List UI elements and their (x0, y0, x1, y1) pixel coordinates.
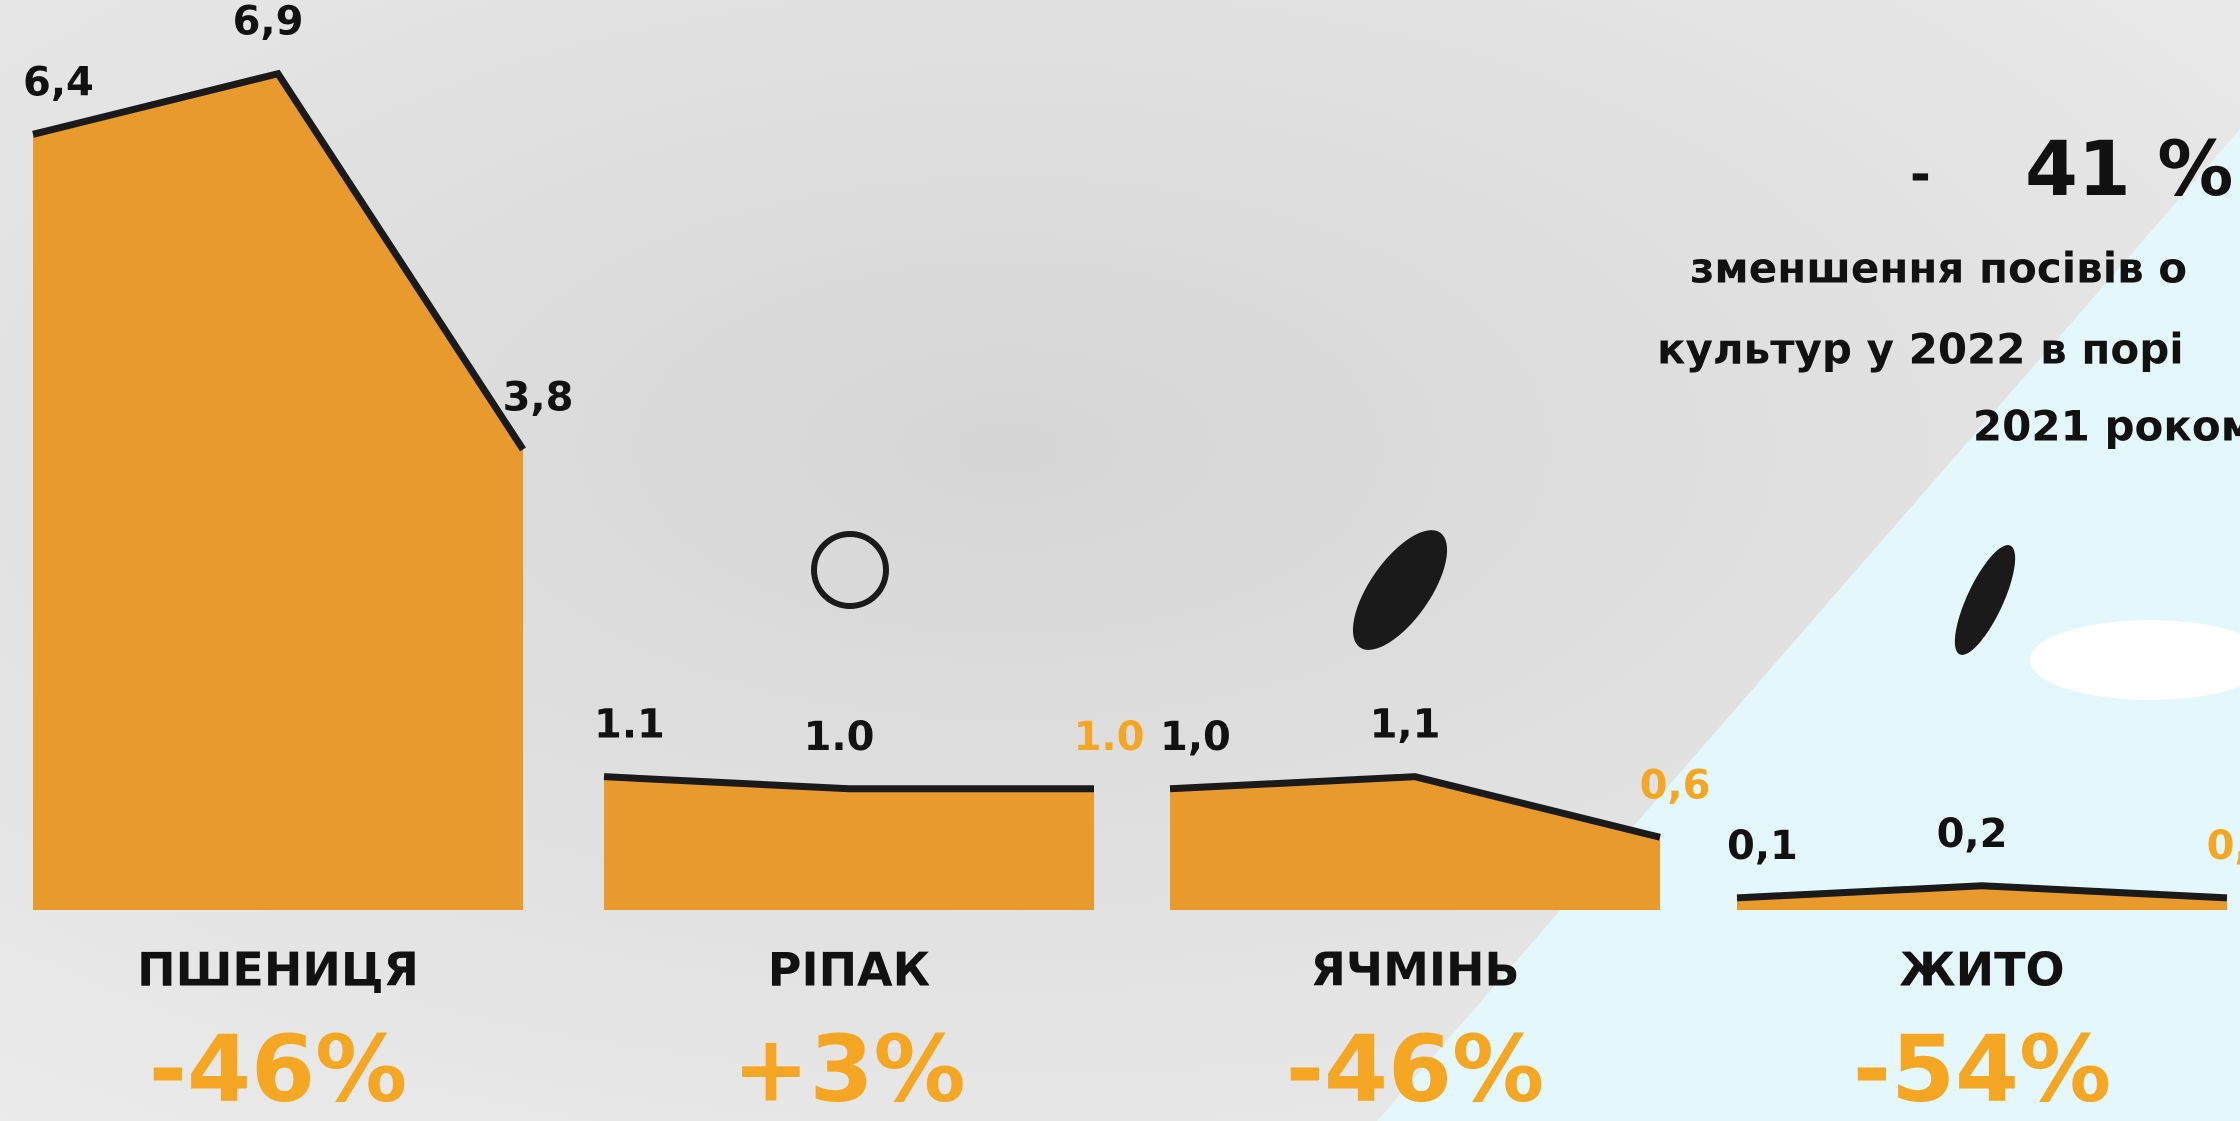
area (604, 777, 1094, 910)
summary-headline: 41 % (2025, 124, 2233, 213)
value-label: 1.0 (1074, 714, 1145, 760)
summary-line: зменшення посівів о (1690, 244, 2187, 293)
value-label: 1.0 (804, 714, 875, 760)
page: - 41 % зменшення посівів о культур у 202… (0, 0, 2240, 1121)
change-label: +3% (732, 1015, 965, 1121)
value-label: 1,0 (1160, 714, 1231, 760)
change-label: -54% (1853, 1015, 2111, 1121)
value-label: 0,2 (1937, 811, 2008, 857)
crop-title: ЯЧМІНЬ (1310, 943, 1519, 997)
summary-line: 2021 роком (1973, 402, 2240, 451)
change-label: -46% (1286, 1015, 1544, 1121)
summary-dash: - (1910, 146, 1931, 204)
value-label: 0,6 (1640, 762, 1711, 808)
value-label: 0,1 (2207, 823, 2240, 869)
infographic: - 41 % зменшення посівів о культур у 202… (0, 0, 2240, 1121)
value-label: 1.1 (594, 702, 665, 748)
change-label: -46% (149, 1015, 407, 1121)
value-label: 3,8 (503, 374, 574, 420)
summary-line: культур у 2022 в порі (1657, 325, 2184, 374)
value-label: 6,4 (23, 59, 94, 105)
value-label: 1,1 (1370, 702, 1441, 748)
value-label: 6,9 (233, 0, 304, 45)
crop-title: ПШЕНИЦЯ (137, 943, 419, 997)
crop-title: ЖИТО (1899, 943, 2064, 997)
value-label: 0,1 (1727, 823, 1798, 869)
crop-title: РІПАК (768, 943, 931, 997)
